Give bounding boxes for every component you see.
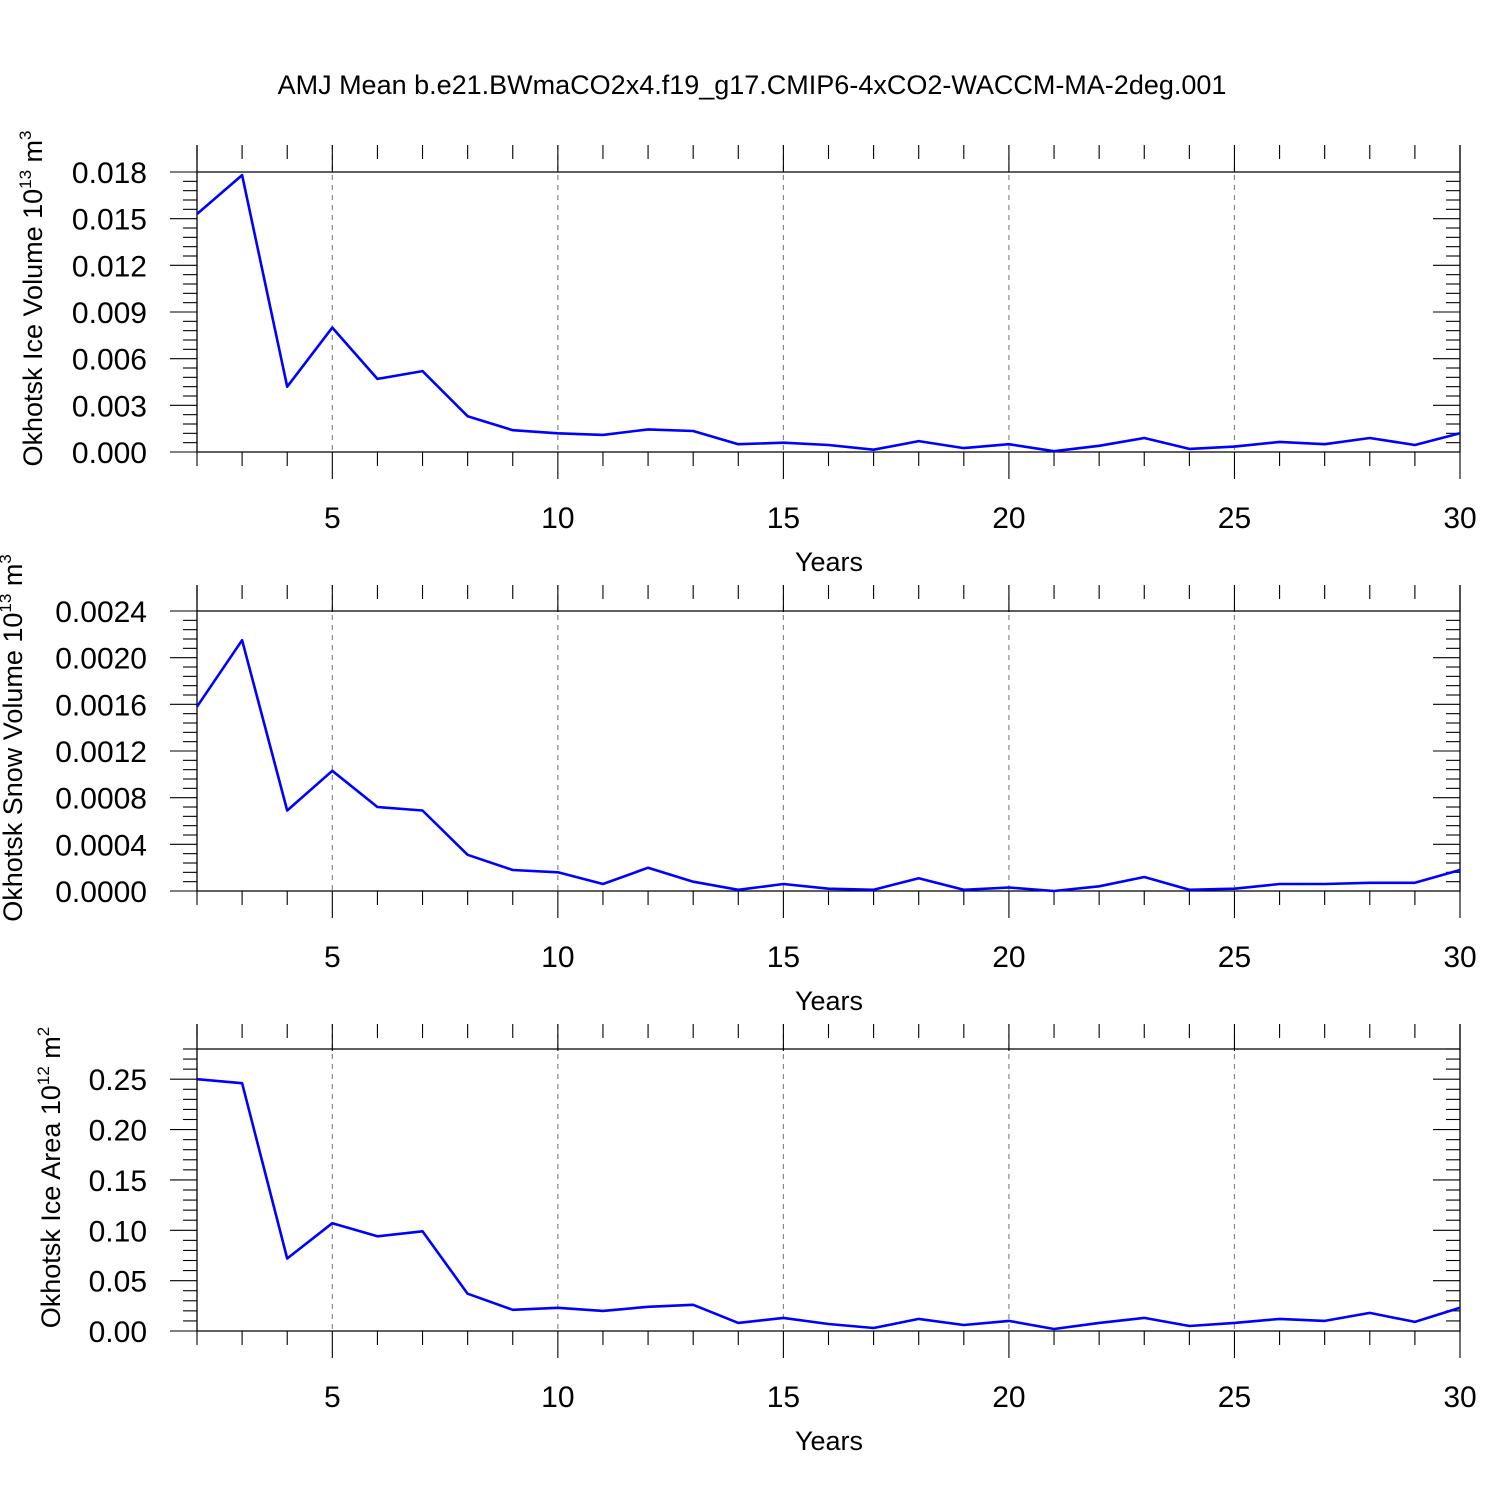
- panels: 5 10 15 20 25 30 0.000 0.003 0.006 0.009 0.012 0.01…: [0, 130, 1477, 1456]
- y-tick-label: 0.25: [89, 1064, 147, 1097]
- x-tick-label: 25: [1218, 502, 1251, 535]
- panel-2: 5 10 15 20 25 30 0.0000 0.0004 0.0008 0.0012 0.001…: [0, 554, 1477, 1016]
- y-tick-label: 0.015: [72, 204, 147, 237]
- y-tick-label: 0.15: [89, 1165, 147, 1198]
- y-tick-label: 0.0016: [55, 689, 147, 722]
- y-tick-label: 0.006: [72, 344, 147, 377]
- x-tick-label: 30: [1443, 502, 1476, 535]
- y-axis-label: Okhotsk Ice Volume 1013 m3: [16, 130, 48, 466]
- x-tick-label: 5: [324, 1381, 341, 1414]
- x-tick-label: 10: [541, 941, 574, 974]
- x-tick-label: 20: [992, 941, 1025, 974]
- x-tick-label: 15: [767, 502, 800, 535]
- y-tick-label: 0.10: [89, 1215, 147, 1248]
- y-tick-label: 0.0024: [55, 596, 147, 629]
- x-tick-label: 20: [992, 502, 1025, 535]
- y-tick-label: 0.0004: [55, 829, 147, 862]
- y-tick-label: 0.0012: [55, 736, 147, 769]
- x-axis-label: Years: [795, 1426, 863, 1456]
- x-tick-label: 30: [1443, 1381, 1476, 1414]
- y-axis-label: Okhotsk Ice Area 1012 m2: [34, 1027, 66, 1329]
- y-tick-label: 0.0020: [55, 643, 147, 676]
- y-tick-label: 0.003: [72, 390, 147, 423]
- x-tick-label: 25: [1218, 1381, 1251, 1414]
- x-tick-label: 15: [767, 941, 800, 974]
- x-axis-label: Years: [795, 547, 863, 577]
- x-tick-label: 10: [541, 1381, 574, 1414]
- series-line: [196, 1077, 1461, 1331]
- x-tick-label: 20: [992, 1381, 1025, 1414]
- y-tick-label: 0.0008: [55, 783, 147, 816]
- x-tick-label: 25: [1218, 941, 1251, 974]
- series-line: [196, 173, 1461, 453]
- y-tick-label: 0.00: [89, 1316, 147, 1349]
- y-axis-label: Okhotsk Snow Volume 1013 m3: [0, 554, 28, 922]
- series-line: [195, 638, 1461, 893]
- panel-3: 5 10 15 20 25 30 0.00 0.05 0.10 0.15 0.20 0.25 Years…: [34, 1024, 1477, 1456]
- x-tick-label: 5: [324, 941, 341, 974]
- x-tick-label: 30: [1443, 941, 1476, 974]
- y-tick-label: 0.20: [89, 1115, 147, 1148]
- y-tick-label: 0.012: [72, 250, 147, 283]
- x-tick-label: 10: [541, 502, 574, 535]
- figure-title: AMJ Mean b.e21.BWmaCO2x4.f19_g17.CMIP6-4…: [278, 70, 1227, 100]
- panel-1: 5 10 15 20 25 30 0.000 0.003 0.006 0.009 0.012 0.01…: [16, 130, 1477, 577]
- y-tick-label: 0.009: [72, 297, 147, 330]
- y-tick-label: 0.018: [72, 157, 147, 190]
- x-axis-label: Years: [795, 986, 863, 1016]
- y-tick-label: 0.000: [72, 437, 147, 470]
- x-tick-label: 15: [767, 1381, 800, 1414]
- y-tick-label: 0.0000: [55, 876, 147, 909]
- y-tick-label: 0.05: [89, 1266, 147, 1299]
- x-tick-label: 5: [324, 502, 341, 535]
